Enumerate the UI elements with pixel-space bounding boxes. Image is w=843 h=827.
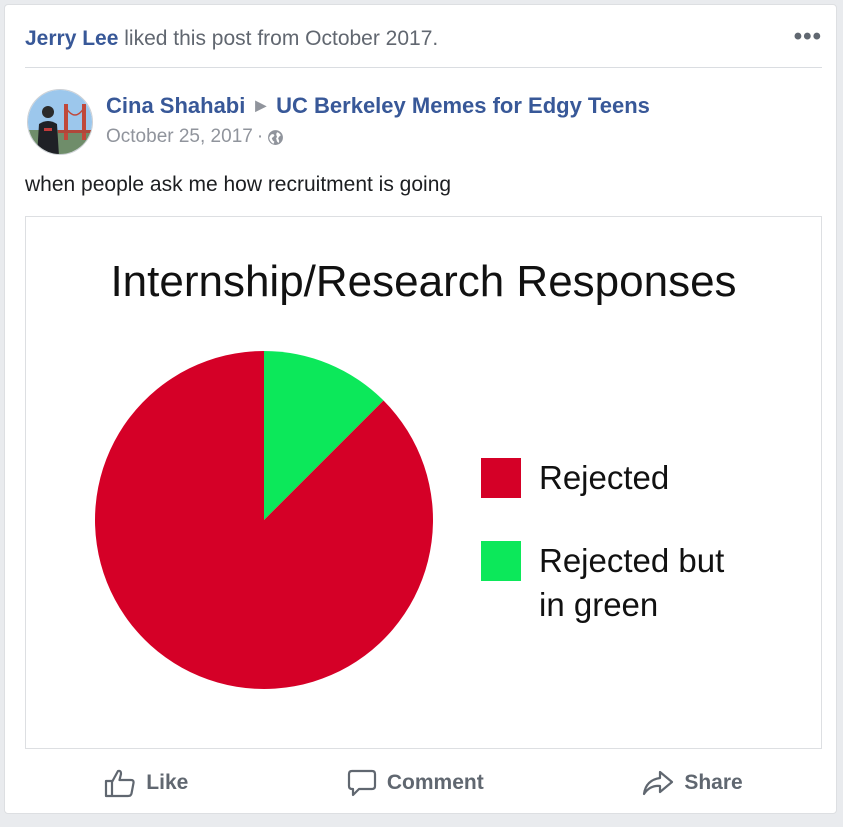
post-meta: October 25, 2017 · — [106, 126, 284, 148]
more-options-button[interactable]: ••• — [794, 27, 822, 47]
comment-button[interactable]: Comment — [347, 768, 484, 798]
author-line: Cina Shahabi ▶ UC Berkeley Memes for Edgy … — [106, 93, 650, 119]
avatar-image — [28, 90, 93, 155]
comment-label: Comment — [387, 771, 484, 795]
like-label: Like — [146, 771, 188, 795]
divider — [25, 67, 822, 68]
legend-label-rejected: Rejected — [539, 456, 759, 500]
avatar[interactable] — [27, 89, 93, 155]
group-link[interactable]: UC Berkeley Memes for Edgy Teens — [276, 93, 650, 118]
post-actions: Like Comment Share — [25, 763, 822, 803]
author-link[interactable]: Cina Shahabi — [106, 93, 245, 118]
pie-chart — [84, 340, 444, 700]
globe-icon[interactable] — [267, 129, 284, 146]
story-header: Jerry Lee liked this post from October 2… — [25, 27, 816, 51]
post-date-link[interactable]: October 25, 2017 — [106, 126, 253, 148]
legend-item-rejected: Rejected — [481, 456, 759, 500]
legend-swatch-rejected — [481, 458, 521, 498]
post-text: when people ask me how recruitment is go… — [25, 173, 451, 197]
story-text: liked this post from October 2017. — [124, 27, 438, 50]
share-button[interactable]: Share — [642, 768, 742, 798]
comment-icon — [347, 768, 377, 798]
share-icon — [642, 768, 674, 798]
legend-swatch-rejected-green — [481, 541, 521, 581]
post-card: Jerry Lee liked this post from October 2… — [4, 4, 837, 814]
meta-separator: · — [257, 126, 263, 148]
post-image[interactable]: Internship/Research Responses Rejected R… — [25, 216, 822, 749]
legend-label-rejected-green: Rejected but in green — [539, 539, 759, 627]
share-label: Share — [684, 771, 742, 795]
chart-title: Internship/Research Responses — [26, 257, 821, 307]
thumbs-up-icon — [104, 768, 136, 798]
legend-item-rejected-green: Rejected but in green — [481, 539, 759, 627]
like-button[interactable]: Like — [104, 768, 188, 798]
triangle-right-icon: ▶ — [255, 97, 266, 113]
story-actor-link[interactable]: Jerry Lee — [25, 27, 118, 50]
